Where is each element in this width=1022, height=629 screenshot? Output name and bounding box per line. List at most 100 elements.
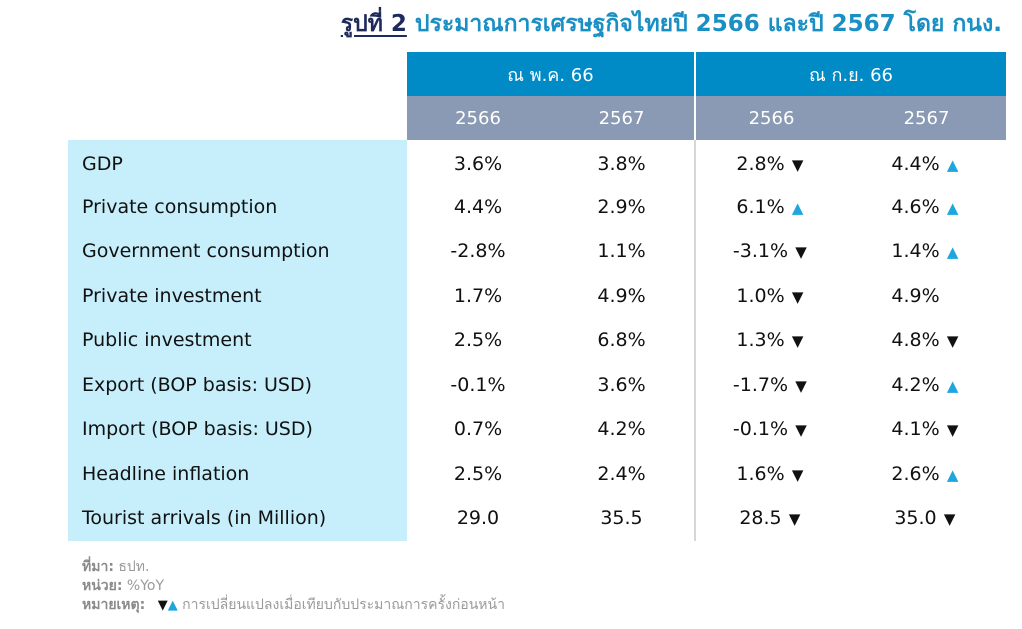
value-cell: 4.9% — [597, 284, 646, 307]
value-text: 4.2% — [891, 373, 940, 396]
value-cell: 4.8% ▼ — [847, 318, 1006, 363]
up-arrow-icon: ▲ — [946, 156, 959, 175]
legend-arrows: ▼▲ — [158, 598, 178, 613]
up-arrow-icon: ▲ — [167, 598, 178, 613]
source-note: ที่มา: ธปท. — [82, 558, 505, 577]
unit-value: %YoY — [126, 578, 165, 594]
value-text: 28.5 — [739, 507, 782, 530]
up-arrow-icon: ▲ — [946, 243, 959, 262]
value-cell: -3.1% ▼ — [694, 229, 847, 274]
value-cell: 2.9% — [597, 195, 646, 218]
title-text: ประมาณการเศรษฐกิจไทยปี 2566 และปี 2567 โ… — [414, 11, 1002, 37]
forecast-table: ณ พ.ค. 66 ณ ก.ย. 66 2566 2567 2566 2567 … — [68, 52, 1006, 541]
value-text: 1.0% — [736, 284, 785, 307]
down-arrow-icon: ▼ — [791, 332, 804, 351]
down-arrow-icon: ▼ — [795, 376, 807, 395]
down-arrow-icon: ▼ — [791, 156, 804, 175]
value-cell: 4.2% — [597, 418, 646, 441]
value-cell: 1.6% ▼ — [694, 451, 847, 496]
remark-note: หมายเหตุ: ▼▲ การเปลี่ยนแปลงเมื่อเทียบกับ… — [82, 596, 505, 615]
up-arrow-icon: ▲ — [791, 198, 804, 217]
table-row: Government consumption -2.8% 1.1% -3.1% ▼ 1.4… — [68, 229, 1006, 274]
year-header: 2566 — [694, 96, 847, 140]
value-text: -0.1% — [732, 418, 789, 441]
value-text: 4.9% — [891, 284, 940, 307]
row-label: GDP — [68, 140, 407, 185]
column-group-header: ณ พ.ค. 66 — [407, 52, 695, 96]
header-blank — [68, 96, 407, 140]
value-cell: 1.1% — [597, 240, 646, 263]
table-row: Export (BOP basis: USD) -0.1% 3.6% -1.7% ▼ 4.… — [68, 362, 1006, 408]
value-text: 1.6% — [736, 462, 785, 485]
value-cell: 4.4% — [453, 195, 503, 218]
table-row: Private investment 1.7% 4.9% 1.0% ▼ 4.9% — [68, 273, 1006, 319]
row-label: Import (BOP basis: USD) — [68, 407, 407, 452]
value-cell: 2.8% ▼ — [694, 140, 847, 185]
notes: ที่มา: ธปท. หน่วย: %YoY หมายเหตุ: ▼▲ การ… — [82, 558, 505, 615]
value-cell: 29.0 — [456, 507, 500, 530]
row-label: Private investment — [68, 273, 407, 318]
value-cell: 3.6% — [597, 373, 646, 396]
down-arrow-icon: ▼ — [157, 598, 168, 613]
value-cell: 3.6% — [453, 153, 503, 176]
table-row: GDP 3.6% 3.8% 2.8% ▼ 4.4% ▲ — [68, 140, 1006, 185]
figure-label: รูปที่ 2 — [340, 11, 407, 37]
table-body: GDP 3.6% 3.8% 2.8% ▼ 4.4% ▲ Private consumption… — [68, 140, 1006, 541]
header-blank — [68, 52, 407, 96]
unit-note: หน่วย: %YoY — [82, 577, 505, 596]
value-text: 4.6% — [891, 195, 940, 218]
row-label: Public investment — [68, 318, 407, 363]
up-arrow-icon: ▲ — [946, 465, 959, 484]
value-text: -3.1% — [732, 240, 789, 263]
value-cell: 0.7% — [453, 418, 503, 441]
value-cell: 4.4% ▲ — [847, 140, 1006, 185]
down-arrow-icon: ▼ — [946, 421, 959, 440]
value-text: 1.3% — [736, 329, 785, 352]
value-cell: 6.8% — [597, 329, 646, 352]
chart-title: รูปที่ 2 ประมาณการเศรษฐกิจไทยปี 2566 และ… — [341, 6, 1002, 42]
value-text: 2.8% — [736, 153, 785, 176]
value-cell: 4.9% — [847, 274, 1006, 319]
row-label: Export (BOP basis: USD) — [68, 362, 407, 407]
value-cell: -1.7% ▼ — [694, 362, 847, 407]
value-cell: 35.5 — [600, 507, 643, 530]
value-cell: 1.4% ▲ — [847, 229, 1006, 274]
value-text: 1.4% — [891, 240, 940, 263]
value-cell: 2.6% ▲ — [847, 452, 1006, 497]
value-text: 2.6% — [891, 462, 940, 485]
value-text: 6.1% — [736, 195, 785, 218]
down-arrow-icon: ▼ — [795, 243, 807, 262]
row-label: Headline inflation — [68, 451, 407, 496]
value-text: 4.8% — [891, 329, 940, 352]
value-cell: 1.0% ▼ — [694, 273, 847, 318]
unit-label: หน่วย: — [82, 578, 123, 594]
remark-label: หมายเหตุ: — [82, 597, 146, 613]
value-cell: -2.8% — [450, 240, 506, 263]
table-row: Private consumption 4.4% 2.9% 6.1% ▲ 4.6% ▲ — [68, 184, 1006, 230]
down-arrow-icon: ▼ — [788, 510, 801, 529]
down-arrow-icon: ▼ — [791, 287, 804, 306]
table-row: Tourist arrivals (in Million) 29.0 35.5 28.… — [68, 496, 1006, 541]
year-header: 2567 — [847, 96, 1006, 140]
up-arrow-icon: ▲ — [946, 198, 959, 217]
value-cell: 4.6% ▲ — [847, 185, 1006, 230]
value-cell: 2.4% — [597, 462, 646, 485]
value-cell: 35.0 ▼ — [847, 496, 1006, 541]
value-cell: 1.7% — [453, 284, 503, 307]
row-label: Private consumption — [68, 184, 407, 229]
value-text: 4.1% — [891, 418, 940, 441]
source-value: ธปท. — [118, 559, 150, 575]
value-text: -1.7% — [732, 373, 789, 396]
value-cell: 6.1% ▲ — [694, 184, 847, 229]
table-row: Headline inflation 2.5% 2.4% 1.6% ▼ 2.6% ▲ — [68, 451, 1006, 497]
year-header: 2567 — [549, 96, 695, 140]
value-text: 4.4% — [891, 153, 940, 176]
value-text: 35.0 — [894, 507, 937, 530]
table-row: Import (BOP basis: USD) 0.7% 4.2% -0.1% ▼ 4.1… — [68, 407, 1006, 452]
value-cell: 3.8% — [597, 153, 646, 176]
row-label: Government consumption — [68, 229, 407, 274]
year-header: 2566 — [407, 96, 549, 140]
value-cell: 4.1% ▼ — [847, 407, 1006, 452]
value-cell: 4.2% ▲ — [847, 363, 1006, 408]
row-label: Tourist arrivals (in Million) — [68, 496, 407, 541]
